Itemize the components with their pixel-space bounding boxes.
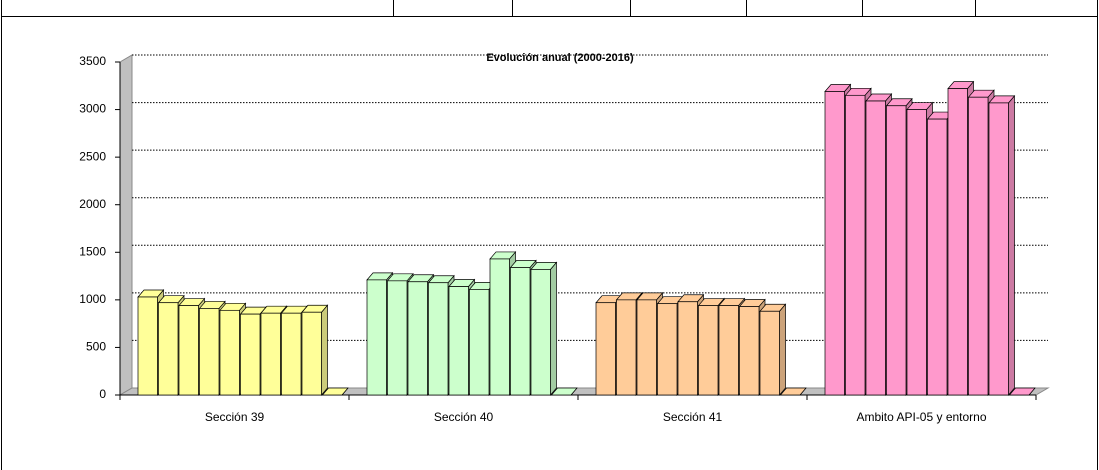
x-tick-label: Ambito API-05 y entorno	[856, 410, 986, 424]
x-tick-label: Sección 39	[205, 410, 265, 424]
bar	[616, 299, 637, 396]
bar	[158, 302, 179, 396]
bar	[927, 118, 948, 396]
bar	[657, 303, 678, 396]
bar	[489, 258, 510, 396]
bar	[407, 281, 428, 396]
chart-title: Evolución anual (2000-2016)	[486, 52, 634, 64]
bar-top	[321, 387, 349, 396]
bar	[240, 313, 261, 396]
bar	[845, 94, 866, 396]
y-tick-label: 1000	[79, 292, 106, 306]
y-tick-label: 2500	[79, 149, 106, 163]
y-tick-label: 500	[86, 340, 106, 354]
bar-top	[1008, 387, 1036, 396]
bar	[677, 301, 698, 396]
bar	[366, 279, 387, 396]
x-tick-label: Sección 40	[434, 410, 494, 424]
bar	[137, 296, 158, 396]
bar-top	[550, 387, 578, 396]
bar	[718, 305, 739, 396]
bar	[428, 282, 449, 396]
bar	[199, 308, 220, 396]
bar	[448, 286, 469, 396]
bar	[906, 109, 927, 396]
bar-side	[321, 304, 328, 396]
bar	[469, 289, 490, 396]
bar	[824, 91, 845, 396]
y-tick-label: 0	[99, 387, 106, 401]
bar	[988, 102, 1009, 396]
side-wall	[119, 54, 133, 396]
bar	[387, 280, 408, 396]
bar	[886, 105, 907, 396]
bar	[510, 267, 531, 396]
bar	[301, 311, 322, 396]
bar-top	[779, 387, 807, 396]
bar	[178, 305, 199, 396]
bar	[530, 269, 551, 396]
x-tick-label: Sección 41	[663, 410, 723, 424]
bar-side	[779, 303, 786, 396]
bar	[739, 306, 760, 396]
bar-side	[1008, 94, 1015, 396]
bar	[636, 299, 657, 396]
bar	[219, 309, 240, 396]
bar	[281, 312, 302, 396]
bar	[759, 310, 780, 396]
y-tick-label: 3000	[79, 102, 106, 116]
y-tick-label: 3500	[79, 54, 106, 68]
bar	[260, 312, 281, 396]
bar	[595, 302, 616, 396]
y-tick-label: 1500	[79, 244, 106, 258]
bar-side	[550, 261, 557, 396]
bar	[865, 100, 886, 396]
bar	[947, 88, 968, 396]
bar	[698, 305, 719, 396]
bar	[968, 96, 989, 396]
y-tick-label: 2000	[79, 197, 106, 211]
